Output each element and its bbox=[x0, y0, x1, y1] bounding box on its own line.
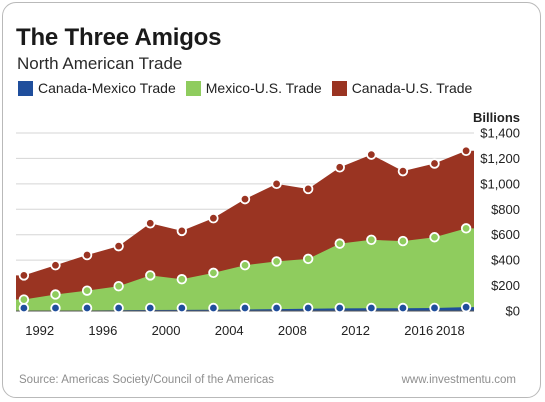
point-canada-u-s-trade bbox=[302, 183, 314, 195]
point-mexico-u-s-trade bbox=[366, 234, 377, 246]
point-mexico-u-s-trade bbox=[176, 274, 188, 285]
point-canada-u-s-trade bbox=[460, 145, 472, 157]
point-canada-mexico-trade bbox=[302, 302, 314, 314]
point-mexico-u-s-trade bbox=[239, 260, 251, 271]
y-axis-unit: Billions bbox=[473, 110, 520, 125]
point-canada-mexico-trade bbox=[208, 302, 219, 314]
point-canada-mexico-trade bbox=[271, 302, 282, 314]
x-tick-label: 2012 bbox=[341, 323, 370, 338]
point-canada-mexico-trade bbox=[460, 301, 472, 313]
chart-legend: Canada-Mexico Trade Mexico-U.S. Trade Ca… bbox=[18, 80, 482, 96]
point-canada-mexico-trade bbox=[18, 302, 30, 314]
y-tick-label: $0 bbox=[506, 304, 520, 319]
point-canada-u-s-trade bbox=[366, 149, 377, 160]
point-mexico-u-s-trade bbox=[208, 267, 219, 279]
point-canada-u-s-trade bbox=[81, 249, 93, 261]
point-canada-u-s-trade bbox=[271, 178, 282, 190]
point-mexico-u-s-trade bbox=[302, 253, 314, 265]
y-tick-label: $1,200 bbox=[480, 151, 520, 166]
x-tick-label: 1996 bbox=[88, 323, 117, 338]
legend-item-canada-mexico: Canada-Mexico Trade bbox=[18, 80, 176, 96]
point-canada-u-s-trade bbox=[145, 218, 156, 229]
y-tick-label: $800 bbox=[491, 202, 520, 217]
y-tick-label: $400 bbox=[491, 253, 520, 268]
point-canada-u-s-trade bbox=[429, 158, 440, 169]
point-canada-mexico-trade bbox=[429, 302, 440, 314]
point-mexico-u-s-trade bbox=[113, 281, 124, 292]
point-canada-u-s-trade bbox=[50, 260, 61, 271]
point-canada-u-s-trade bbox=[239, 193, 251, 205]
point-canada-u-s-trade bbox=[113, 240, 124, 252]
y-tick-label: $600 bbox=[491, 227, 520, 242]
x-tick-label: 2016 bbox=[404, 323, 433, 338]
x-tick-label: 1992 bbox=[25, 323, 54, 338]
chart-title: The Three Amigos bbox=[16, 24, 222, 51]
legend-label-canada-mexico: Canada-Mexico Trade bbox=[38, 80, 176, 96]
point-canada-u-s-trade bbox=[334, 162, 345, 173]
x-tick-label: 2004 bbox=[215, 323, 244, 338]
point-canada-u-s-trade bbox=[176, 225, 188, 237]
point-canada-mexico-trade bbox=[81, 302, 93, 314]
point-mexico-u-s-trade bbox=[50, 289, 61, 300]
legend-item-mexico-us: Mexico-U.S. Trade bbox=[185, 80, 322, 96]
point-mexico-u-s-trade bbox=[81, 285, 93, 296]
point-canada-u-s-trade bbox=[397, 165, 409, 177]
point-canada-mexico-trade bbox=[397, 302, 409, 314]
legend-swatch-canada-mexico bbox=[18, 80, 33, 96]
point-canada-mexico-trade bbox=[366, 302, 377, 314]
point-canada-u-s-trade bbox=[18, 270, 30, 281]
x-tick-label: 2008 bbox=[278, 323, 307, 338]
point-mexico-u-s-trade bbox=[334, 238, 345, 249]
point-canada-mexico-trade bbox=[176, 302, 188, 314]
y-tick-label: $1,400 bbox=[480, 126, 520, 141]
point-canada-u-s-trade bbox=[208, 212, 219, 224]
x-tick-label: 2000 bbox=[152, 323, 181, 338]
y-tick-label: $200 bbox=[491, 278, 520, 293]
source-note: Source: Americas Society/Council of the … bbox=[19, 374, 275, 386]
point-mexico-u-s-trade bbox=[460, 223, 472, 234]
point-mexico-u-s-trade bbox=[18, 294, 30, 305]
point-canada-mexico-trade bbox=[239, 302, 251, 314]
chart-subtitle: North American Trade bbox=[17, 54, 183, 73]
point-mexico-u-s-trade bbox=[429, 232, 440, 243]
point-canada-mexico-trade bbox=[113, 302, 124, 314]
point-canada-mexico-trade bbox=[50, 302, 61, 314]
site-url: www.investmentu.com bbox=[401, 374, 516, 386]
point-mexico-u-s-trade bbox=[145, 270, 156, 281]
y-tick-label: $1,000 bbox=[480, 176, 520, 191]
legend-item-canada-us: Canada-U.S. Trade bbox=[331, 80, 473, 96]
legend-label-canada-us: Canada-U.S. Trade bbox=[351, 80, 473, 96]
legend-swatch-mexico-us bbox=[185, 80, 201, 96]
x-tick-label: 2018 bbox=[436, 323, 465, 338]
point-mexico-u-s-trade bbox=[271, 256, 282, 267]
point-canada-mexico-trade bbox=[334, 302, 345, 314]
area-canada-mexico-trade bbox=[16, 307, 474, 311]
point-canada-mexico-trade bbox=[145, 302, 156, 314]
legend-label-mexico-us: Mexico-U.S. Trade bbox=[205, 80, 322, 96]
legend-swatch-canada-us bbox=[331, 80, 347, 96]
point-mexico-u-s-trade bbox=[397, 235, 409, 247]
